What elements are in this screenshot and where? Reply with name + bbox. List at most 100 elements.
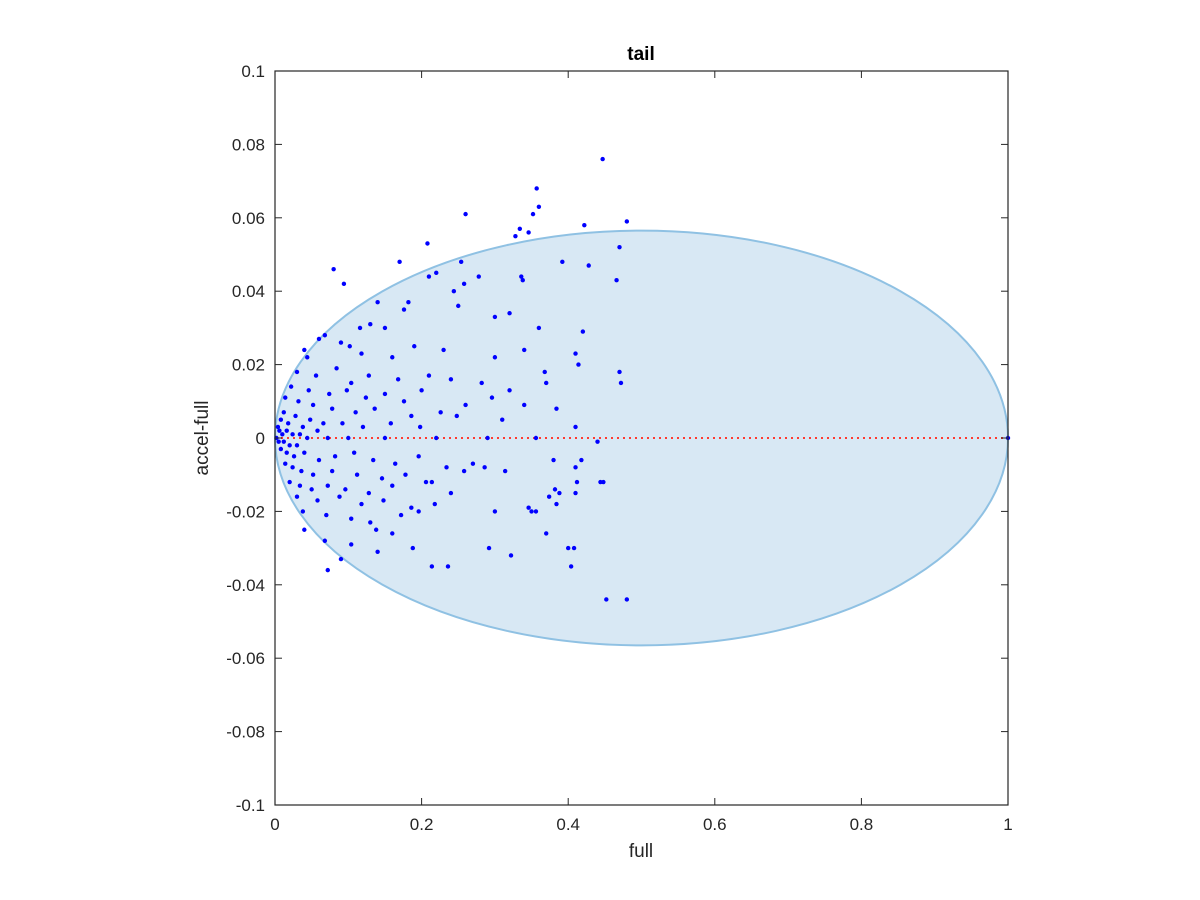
data-point <box>287 479 292 485</box>
data-point <box>463 211 468 217</box>
data-point <box>324 512 329 518</box>
data-point <box>354 472 360 477</box>
data-point <box>368 322 373 327</box>
data-point <box>398 512 404 518</box>
data-point <box>580 329 586 334</box>
data-point <box>554 406 559 411</box>
data-point <box>375 300 380 305</box>
y-tick-label: 0 <box>256 429 265 448</box>
data-point <box>614 277 619 283</box>
data-point <box>554 501 559 507</box>
data-point <box>276 439 281 444</box>
data-point <box>316 336 322 342</box>
data-point <box>573 465 578 470</box>
data-point <box>325 483 330 488</box>
data-point <box>294 443 300 448</box>
data-point <box>305 355 310 360</box>
data-point <box>302 450 307 455</box>
x-tick-label: 0.4 <box>556 815 580 834</box>
data-point <box>507 311 512 316</box>
x-tick-label: 0.6 <box>703 815 727 834</box>
data-point <box>357 325 363 331</box>
data-point <box>409 505 414 510</box>
data-point <box>347 344 352 349</box>
data-point <box>284 450 289 455</box>
axes: 0 0.2 0.4 0.6 0.8 1 0.1 0.08 0.06 0.04 0.02 0 -0.02 -… <box>226 62 1012 834</box>
data-point <box>486 545 492 551</box>
data-point <box>316 457 322 463</box>
data-point <box>373 527 379 532</box>
data-point <box>517 226 523 232</box>
data-point <box>337 494 342 499</box>
data-point <box>359 501 364 507</box>
data-point <box>416 509 421 514</box>
x-tick-label: 0.2 <box>410 815 434 834</box>
data-point <box>595 439 600 444</box>
data-point <box>441 347 446 353</box>
data-point <box>331 266 336 272</box>
data-point <box>315 428 320 433</box>
data-point <box>582 222 587 228</box>
data-point <box>522 347 527 353</box>
data-point <box>325 567 330 573</box>
data-point <box>410 545 416 551</box>
data-point <box>544 531 549 536</box>
data-point <box>479 380 484 386</box>
data-point <box>315 498 320 503</box>
data-point <box>520 277 525 283</box>
data-point <box>296 399 301 404</box>
data-point <box>513 233 518 239</box>
data-point <box>372 406 377 411</box>
data-point <box>281 439 286 444</box>
data-point <box>290 465 295 470</box>
data-point <box>382 391 388 397</box>
data-point <box>329 468 335 474</box>
data-point <box>546 494 552 499</box>
data-point <box>426 274 432 279</box>
data-point <box>310 472 316 477</box>
data-point <box>476 274 481 279</box>
data-point <box>519 274 524 279</box>
data-point <box>325 435 330 441</box>
data-point <box>313 373 319 378</box>
data-point <box>461 281 467 287</box>
data-point <box>379 476 385 481</box>
data-point <box>500 417 505 422</box>
data-point <box>492 314 498 320</box>
data-point <box>576 362 581 367</box>
data-point <box>360 424 366 430</box>
data-point <box>542 369 547 375</box>
data-point <box>454 413 459 419</box>
data-point <box>366 490 372 496</box>
data-point <box>390 355 395 360</box>
data-point <box>624 597 630 602</box>
data-point <box>573 351 578 356</box>
data-point <box>300 509 306 514</box>
data-point <box>349 542 354 547</box>
y-axis-label: accel-full <box>192 401 213 476</box>
data-point <box>309 487 314 492</box>
data-point <box>526 505 531 510</box>
data-point <box>280 432 285 437</box>
data-point <box>349 516 354 521</box>
data-point <box>573 424 578 430</box>
data-point <box>507 388 512 393</box>
data-point <box>321 421 326 426</box>
data-point <box>448 490 454 496</box>
data-point <box>489 395 495 400</box>
data-point <box>617 244 622 250</box>
data-point <box>363 395 369 400</box>
data-point <box>470 461 476 466</box>
data-point <box>419 388 424 393</box>
data-point <box>353 410 358 415</box>
y-tick-label: 0.02 <box>232 356 265 375</box>
data-point <box>395 377 401 382</box>
data-point <box>287 443 292 448</box>
y-tick-label: 0.08 <box>232 135 265 154</box>
data-point <box>445 564 451 569</box>
data-point <box>275 424 281 430</box>
data-point <box>305 435 310 441</box>
data-point <box>294 494 300 499</box>
data-point <box>461 468 467 474</box>
